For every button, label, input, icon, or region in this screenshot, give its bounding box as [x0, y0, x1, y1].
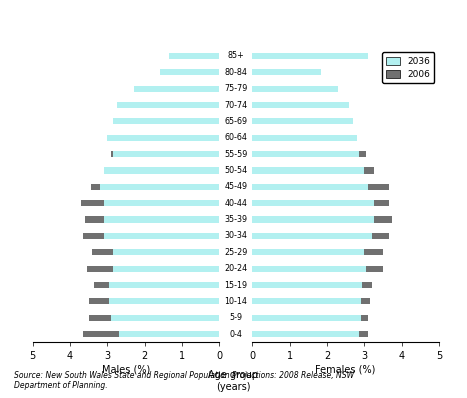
Bar: [89, 298, 219, 304]
Bar: [252, 86, 310, 92]
Bar: [91, 184, 219, 190]
Bar: [113, 151, 219, 157]
Bar: [113, 118, 219, 125]
Text: 70-74: 70-74: [224, 101, 248, 109]
Text: 55-59: 55-59: [224, 150, 248, 159]
Bar: [109, 298, 219, 304]
Text: 15-19: 15-19: [224, 281, 248, 289]
Bar: [104, 217, 219, 222]
Bar: [252, 331, 359, 337]
Bar: [252, 233, 389, 239]
Bar: [107, 135, 219, 141]
Bar: [160, 69, 219, 75]
Bar: [111, 151, 219, 157]
Bar: [252, 135, 342, 141]
Bar: [252, 200, 389, 206]
Bar: [111, 315, 219, 321]
Bar: [107, 168, 219, 174]
Bar: [252, 118, 325, 125]
Text: 85+: 85+: [227, 51, 244, 60]
Bar: [252, 200, 374, 206]
Text: 75-79: 75-79: [224, 84, 248, 93]
Bar: [252, 315, 368, 321]
Bar: [89, 315, 219, 321]
Bar: [252, 168, 364, 174]
Text: 80-84: 80-84: [225, 68, 247, 77]
Bar: [104, 200, 219, 206]
Text: 0-4: 0-4: [229, 330, 242, 339]
Bar: [252, 151, 366, 157]
Bar: [252, 249, 364, 256]
Bar: [252, 217, 374, 222]
Text: 25-29: 25-29: [224, 248, 248, 257]
Bar: [252, 135, 357, 141]
Bar: [252, 282, 372, 288]
Text: 5-9: 5-9: [229, 313, 242, 322]
Bar: [83, 233, 219, 239]
Bar: [119, 331, 219, 337]
Bar: [162, 102, 219, 108]
Bar: [252, 331, 368, 337]
Text: 10-14: 10-14: [225, 297, 247, 306]
Bar: [109, 282, 219, 288]
Bar: [252, 265, 366, 272]
Bar: [85, 217, 219, 222]
Bar: [252, 233, 372, 239]
Bar: [113, 265, 219, 272]
Text: 45-49: 45-49: [224, 182, 248, 191]
Bar: [252, 168, 374, 174]
Text: Source: New South Wales State and Regional Population Projections: 2008 Release,: Source: New South Wales State and Region…: [14, 371, 354, 390]
Text: 30-34: 30-34: [225, 231, 247, 240]
Bar: [87, 265, 219, 272]
Text: 40-44: 40-44: [225, 199, 247, 208]
Bar: [169, 53, 219, 59]
X-axis label: Males (%): Males (%): [102, 364, 150, 374]
Bar: [252, 69, 297, 75]
Legend: 2036, 2006: 2036, 2006: [382, 52, 434, 83]
Bar: [104, 168, 219, 174]
Text: 50-54: 50-54: [224, 166, 248, 175]
Bar: [252, 298, 370, 304]
Bar: [252, 282, 362, 288]
Bar: [94, 282, 219, 288]
Bar: [252, 217, 392, 222]
Bar: [83, 331, 219, 337]
Bar: [252, 102, 318, 108]
Bar: [252, 53, 368, 59]
X-axis label: Females (%): Females (%): [315, 364, 376, 374]
Bar: [252, 53, 293, 59]
Bar: [178, 86, 219, 92]
Bar: [134, 86, 219, 92]
Text: Age group
(years): Age group (years): [208, 370, 259, 392]
Bar: [252, 298, 361, 304]
Bar: [252, 102, 349, 108]
Text: 35-39: 35-39: [224, 215, 248, 224]
Bar: [252, 69, 321, 75]
Bar: [252, 118, 353, 125]
Bar: [92, 249, 219, 256]
Bar: [252, 184, 368, 190]
Bar: [252, 86, 338, 92]
Bar: [252, 151, 359, 157]
Bar: [154, 118, 219, 125]
Bar: [191, 69, 219, 75]
Bar: [252, 184, 389, 190]
Text: 60-64: 60-64: [225, 133, 247, 142]
Text: 65-69: 65-69: [224, 117, 248, 126]
Bar: [81, 200, 219, 206]
Bar: [252, 265, 383, 272]
Bar: [100, 184, 219, 190]
Bar: [252, 249, 383, 256]
Bar: [150, 135, 219, 141]
Bar: [117, 102, 219, 108]
Bar: [104, 233, 219, 239]
Bar: [113, 249, 219, 256]
Bar: [252, 315, 361, 321]
Bar: [199, 53, 219, 59]
Text: 20-24: 20-24: [224, 264, 248, 273]
